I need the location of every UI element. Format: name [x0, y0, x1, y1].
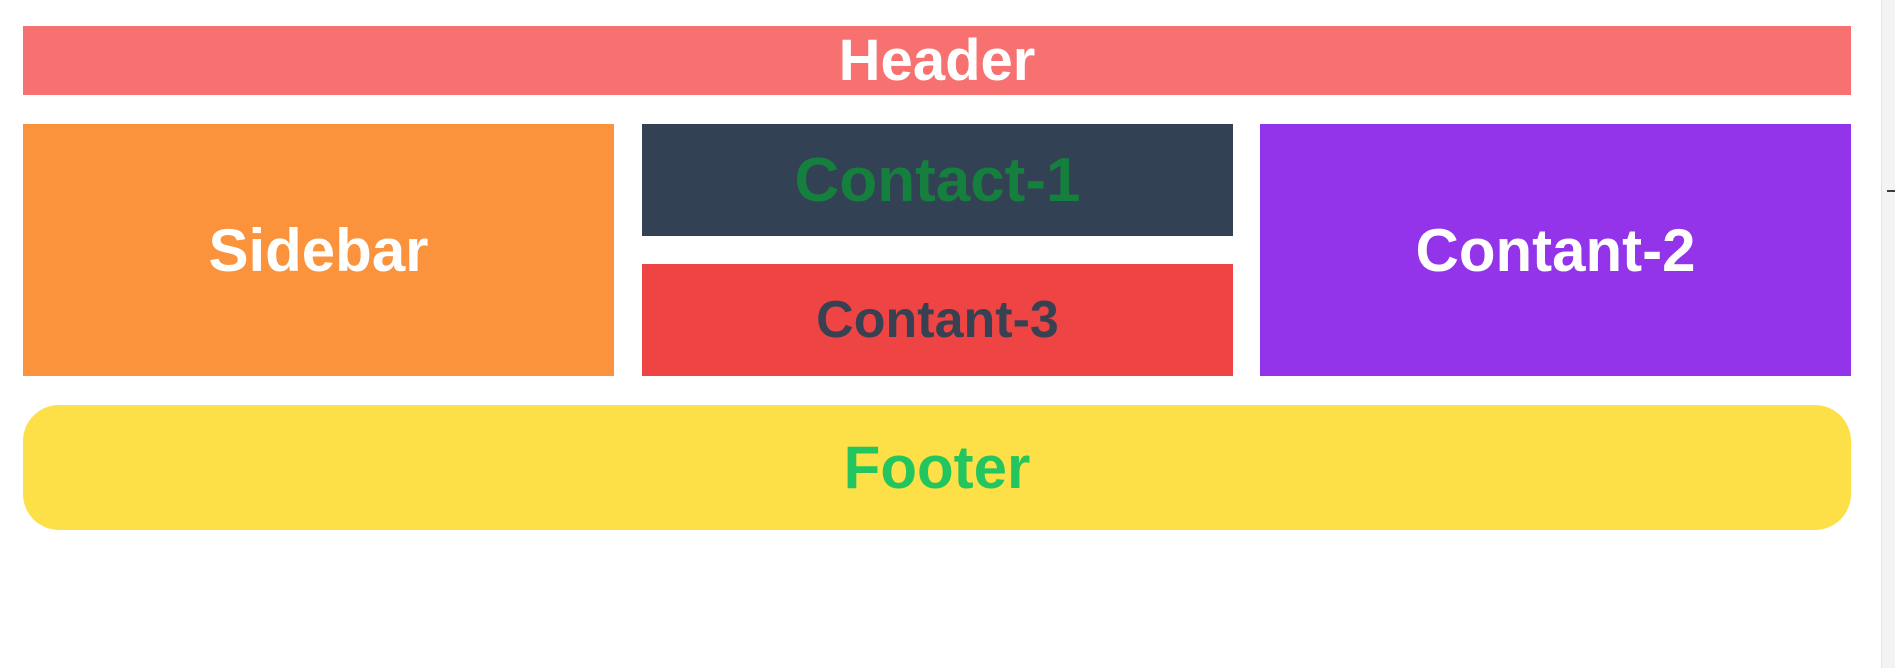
- scroll-mark: [1887, 190, 1895, 192]
- content-3-block: Contant-3: [642, 264, 1233, 376]
- sidebar-block: Sidebar: [23, 124, 614, 376]
- footer-block: Footer: [23, 405, 1851, 530]
- window-scroll-edge[interactable]: [1881, 0, 1895, 668]
- content-1-block: Contact-1: [642, 124, 1233, 236]
- content-2-block: Contant-2: [1260, 124, 1851, 376]
- header-block: Header: [23, 26, 1851, 95]
